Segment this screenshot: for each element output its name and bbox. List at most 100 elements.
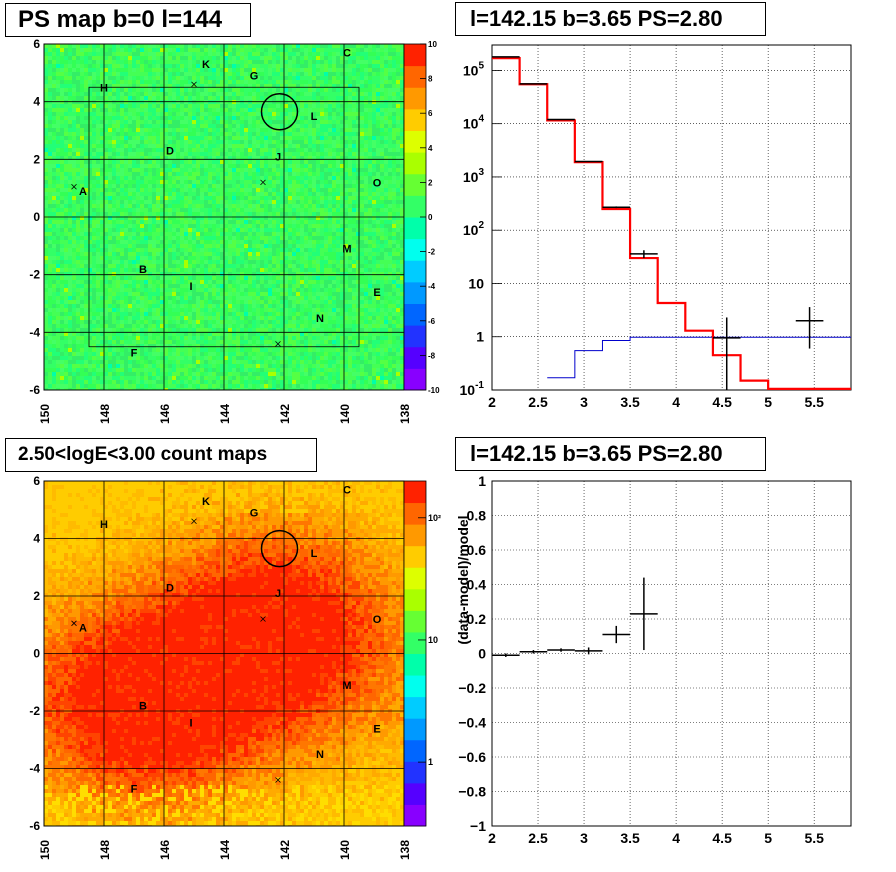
map-pixel xyxy=(232,172,236,176)
map-pixel xyxy=(108,204,112,208)
map-pixel xyxy=(80,240,84,244)
map-pixel xyxy=(200,196,204,200)
map-pixel xyxy=(144,200,148,204)
map-pixel xyxy=(372,236,376,240)
map-pixel xyxy=(384,60,388,64)
map-pixel xyxy=(256,180,260,184)
map-pixel xyxy=(276,52,280,56)
map-pixel xyxy=(140,204,144,208)
map-pixel xyxy=(192,48,196,52)
map-pixel xyxy=(264,168,268,172)
map-pixel xyxy=(124,224,128,228)
map-pixel xyxy=(268,260,272,264)
map-pixel xyxy=(232,252,236,256)
map-pixel xyxy=(208,152,212,156)
map-pixel xyxy=(320,76,324,80)
map-pixel xyxy=(364,256,368,260)
map-pixel xyxy=(292,160,296,164)
map-pixel xyxy=(344,188,348,192)
map-pixel xyxy=(216,144,220,148)
map-pixel xyxy=(164,124,168,128)
map-pixel xyxy=(336,60,340,64)
map-pixel xyxy=(244,168,248,172)
map-pixel xyxy=(324,172,328,176)
map-pixel xyxy=(304,232,308,236)
map-pixel xyxy=(44,236,48,240)
map-pixel xyxy=(176,256,180,260)
map-pixel xyxy=(396,48,400,52)
map-pixel xyxy=(372,72,376,76)
map-pixel xyxy=(280,144,284,148)
map-pixel xyxy=(364,112,368,116)
map-pixel xyxy=(48,156,52,160)
map-pixel xyxy=(200,176,204,180)
map-pixel xyxy=(388,120,392,124)
map-pixel xyxy=(76,68,80,72)
map-pixel xyxy=(208,116,212,120)
map-pixel xyxy=(52,72,56,76)
map-pixel xyxy=(156,216,160,220)
map-pixel xyxy=(80,156,84,160)
map-pixel xyxy=(160,104,164,108)
map-pixel xyxy=(280,76,284,80)
map-pixel xyxy=(308,128,312,132)
map-pixel xyxy=(84,92,88,96)
map-pixel xyxy=(196,68,200,72)
map-pixel xyxy=(372,140,376,144)
map-pixel xyxy=(180,152,184,156)
map-pixel xyxy=(376,52,380,56)
map-pixel xyxy=(328,248,332,252)
map-pixel xyxy=(44,76,48,80)
map-pixel xyxy=(288,176,292,180)
map-pixel xyxy=(184,188,188,192)
map-pixel xyxy=(368,76,372,80)
map-pixel xyxy=(204,240,208,244)
map-pixel xyxy=(160,156,164,160)
map-pixel xyxy=(292,228,296,232)
map-pixel xyxy=(64,264,68,268)
map-pixel xyxy=(144,112,148,116)
map-pixel xyxy=(192,76,196,80)
map-pixel xyxy=(304,120,308,124)
map-pixel xyxy=(64,164,68,168)
map-pixel xyxy=(328,216,332,220)
map-pixel xyxy=(364,140,368,144)
map-pixel xyxy=(312,208,316,212)
map-pixel xyxy=(204,256,208,260)
map-pixel xyxy=(292,224,296,228)
map-pixel xyxy=(100,124,104,128)
map-pixel xyxy=(180,124,184,128)
map-pixel xyxy=(112,60,116,64)
map-pixel xyxy=(176,44,180,48)
map-pixel xyxy=(92,244,96,248)
map-pixel xyxy=(364,208,368,212)
map-pixel xyxy=(372,92,376,96)
map-pixel xyxy=(148,160,152,164)
map-pixel xyxy=(84,76,88,80)
map-pixel xyxy=(380,116,384,120)
map-pixel xyxy=(356,64,360,68)
map-pixel xyxy=(80,88,84,92)
map-pixel xyxy=(364,252,368,256)
map-pixel xyxy=(288,184,292,188)
map-pixel xyxy=(256,172,260,176)
map-pixel xyxy=(108,88,112,92)
map-pixel xyxy=(228,168,232,172)
map-pixel xyxy=(48,200,52,204)
map-pixel xyxy=(104,156,108,160)
map-pixel xyxy=(288,260,292,264)
map-pixel xyxy=(384,92,388,96)
map-pixel xyxy=(352,256,356,260)
map-pixel xyxy=(288,144,292,148)
map-pixel xyxy=(268,252,272,256)
map-pixel xyxy=(240,140,244,144)
map-pixel xyxy=(168,240,172,244)
map-pixel xyxy=(348,120,352,124)
map-pixel xyxy=(96,240,100,244)
map-pixel xyxy=(76,244,80,248)
map-pixel xyxy=(148,56,152,60)
map-pixel xyxy=(300,236,304,240)
map-pixel xyxy=(84,68,88,72)
map-pixel xyxy=(364,180,368,184)
map-pixel xyxy=(176,204,180,208)
